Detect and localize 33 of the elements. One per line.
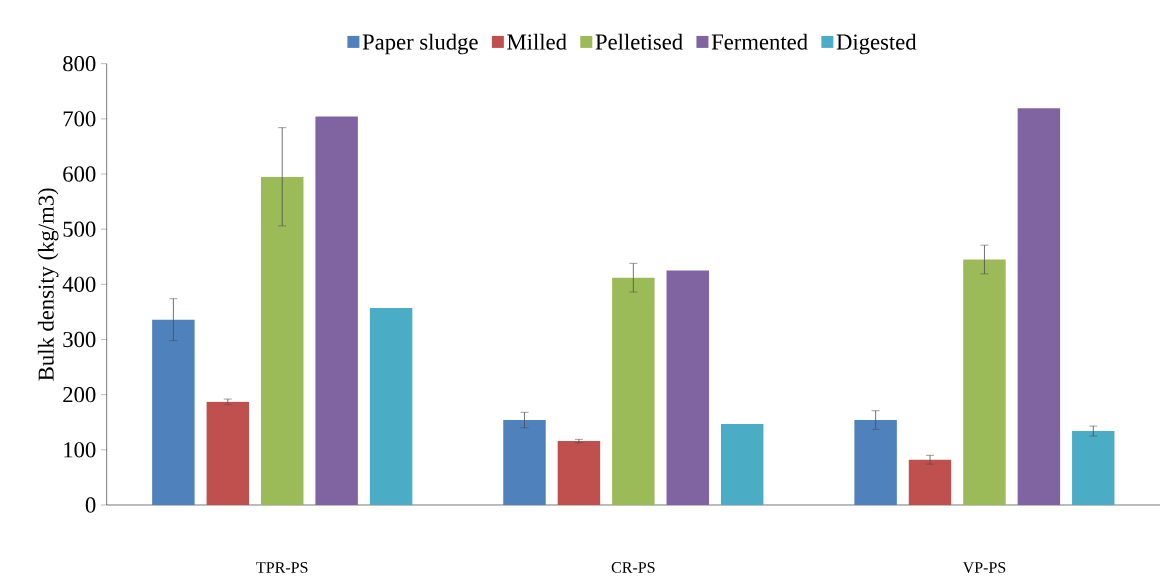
- y-tick-label: 800: [63, 55, 96, 72]
- y-tick-label: 0: [85, 497, 96, 513]
- x-tick-label: VP-PS: [962, 561, 1006, 573]
- x-tick-label: TPR-PS: [256, 561, 308, 573]
- bar: [720, 423, 764, 505]
- legend-label: Fermented: [711, 33, 808, 50]
- legend-label: Paper sludge: [362, 33, 478, 55]
- legend-label: Pelletised: [595, 33, 683, 50]
- legend-label: Milled: [507, 33, 567, 50]
- bar: [1072, 430, 1115, 505]
- x-tick-label: CR-PS: [611, 561, 655, 573]
- bar: [854, 419, 897, 505]
- y-tick-label: 500: [63, 221, 96, 237]
- y-tick-label: 700: [63, 111, 96, 127]
- bar: [963, 259, 1006, 505]
- bar: [315, 116, 358, 505]
- bar: [260, 176, 304, 505]
- legend-label: Digested: [836, 33, 917, 55]
- y-tick-label: 400: [62, 276, 96, 292]
- bar: [369, 307, 413, 505]
- bar: [666, 270, 710, 505]
- bar: [1017, 108, 1061, 505]
- bar: [152, 319, 195, 505]
- bar: [908, 459, 952, 505]
- y-tick-label: 300: [63, 331, 96, 347]
- bar: [503, 419, 546, 505]
- bar: [557, 440, 601, 505]
- y-tick-label: 600: [63, 166, 96, 182]
- bar: [612, 277, 655, 505]
- y-tick-label: 200: [63, 386, 96, 403]
- y-tick-label: 100: [64, 442, 96, 458]
- y-axis-title: Bulk density (kg/m3): [37, 188, 59, 381]
- bar: [206, 401, 250, 505]
